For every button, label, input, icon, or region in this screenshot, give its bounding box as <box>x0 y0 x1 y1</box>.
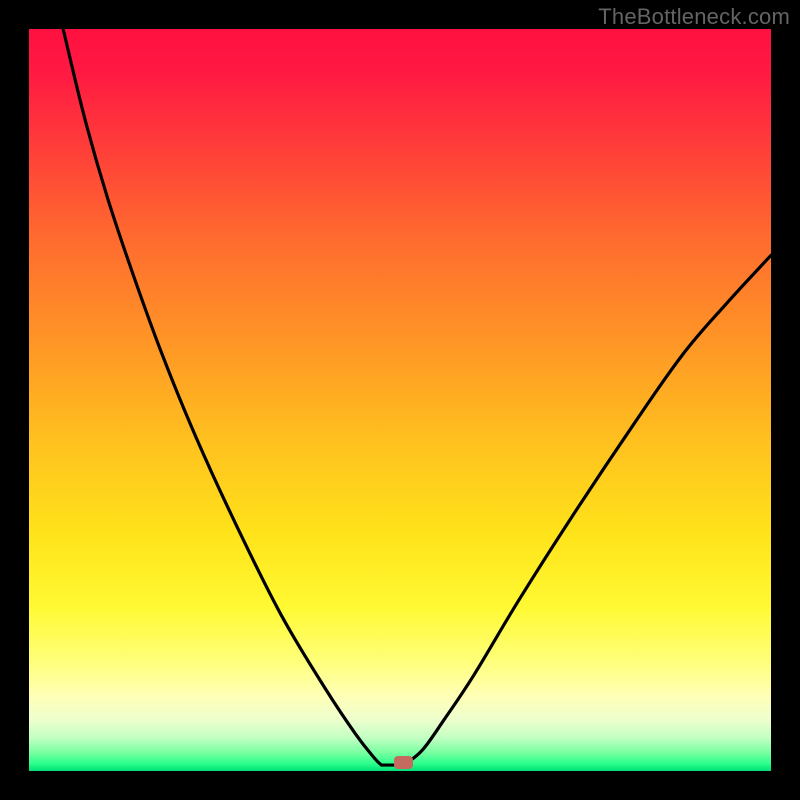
plot-area <box>29 29 771 771</box>
watermark-text: TheBottleneck.com <box>598 4 790 30</box>
chart-container: TheBottleneck.com <box>0 0 800 800</box>
bottleneck-marker <box>394 756 413 769</box>
v-curve <box>29 29 771 771</box>
